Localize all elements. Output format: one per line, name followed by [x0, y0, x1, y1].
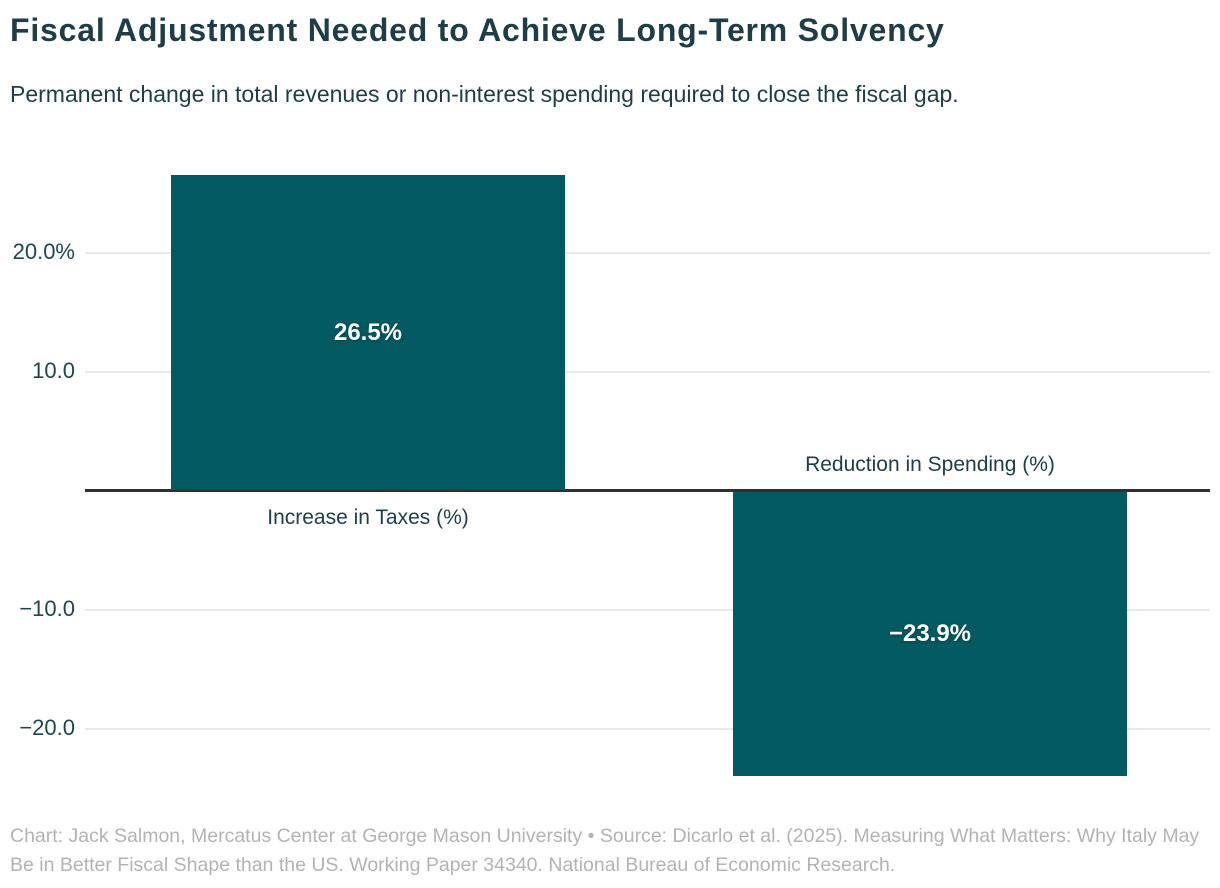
y-axis-tick-label-20: 20.0%	[12, 239, 75, 264]
y-axis-tick-label-10: 10.0	[32, 358, 75, 383]
gridline-10	[85, 371, 1210, 373]
bar-increase-in-taxes[interactable]: 26.5%	[171, 175, 565, 490]
chart-title: Fiscal Adjustment Needed to Achieve Long…	[10, 12, 945, 48]
gridline-20	[85, 252, 1210, 254]
category-label-reduction-in-spending: Reduction in Spending (%)	[805, 453, 1055, 476]
chart-subtitle: Permanent change in total revenues or no…	[10, 81, 959, 107]
chart-caption: Chart: Jack Salmon, Mercatus Center at G…	[10, 825, 1200, 876]
category-label-increase-in-taxes: Increase in Taxes (%)	[267, 506, 469, 529]
y-axis-tick-label-neg10: −10.0	[19, 596, 75, 621]
bar-reduction-in-spending[interactable]: −23.9%	[733, 492, 1127, 776]
y-axis-tick-label-neg20: −20.0	[19, 715, 75, 740]
bar-value-label-taxes: 26.5%	[333, 318, 403, 346]
gridline-neg20	[85, 728, 1210, 730]
bar-value-label-spending: −23.9%	[888, 620, 972, 647]
x-axis-zero-line	[85, 489, 1210, 492]
plot-area: 20.0% 10.0 −10.0 −20.0 26.5% −23.9% Incr…	[0, 160, 1220, 805]
gridline-neg10	[85, 609, 1210, 611]
